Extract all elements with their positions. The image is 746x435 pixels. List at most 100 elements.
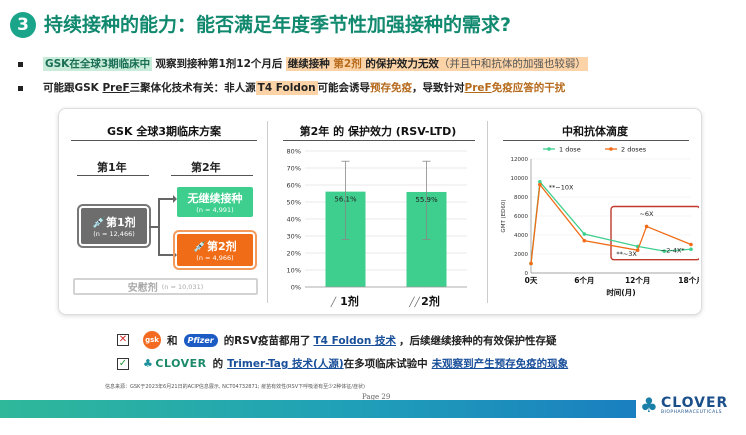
legend-label: 1 dose	[559, 146, 581, 154]
y-tick-label: 80%	[287, 148, 301, 156]
bullet-1: GSK在全球3期临床中 观察到接种第1剂12个月后 继续接种 第2剂 的保护效力…	[18, 56, 588, 71]
cross-checkbox-icon: ✕	[117, 334, 129, 346]
data-label: 56.1%	[334, 196, 357, 204]
section-number-badge: 3	[10, 12, 36, 38]
panel-3-title: 中和抗体滴度	[562, 125, 628, 138]
bullet-dot	[18, 61, 23, 67]
page-title: 持续接种的能力：能否满足年度季节性加强接种的需求?	[44, 14, 512, 36]
legend-label: 2 doses	[621, 146, 647, 154]
row-2-text-1: 在多项临床试验中	[343, 358, 428, 370]
dose-1-box: 💉第1剂 (n = 12,466)	[77, 204, 151, 248]
y-tick-label: 10%	[287, 267, 301, 275]
panel-divider	[487, 121, 488, 303]
clover-icon: ♣	[640, 393, 658, 417]
year-1-label: 第1年	[97, 161, 127, 174]
y-tick-label: 40%	[287, 216, 301, 224]
panel-3-rule	[503, 140, 689, 141]
dose-2-box: 💉第2剂 (n = 4,966)	[173, 230, 257, 270]
page-number: Page 29	[362, 393, 391, 401]
y-tick-label: 60%	[287, 182, 301, 190]
efficacy-bar-chart: 0% 10% 20% 30% 40% 50% 60% 70% 80% 56.1% 1剂╱ 55.9% 2…	[287, 148, 467, 308]
data-point	[662, 249, 667, 253]
bullet-1-end: 的保护效力无效	[365, 58, 439, 70]
and-text: 和	[167, 334, 178, 347]
clover-logo-text: CLOVER	[660, 394, 729, 411]
bullet-2-highlight: T4 Foldon	[255, 81, 318, 95]
bullet-2-text-e: ，导致针对	[412, 82, 465, 94]
data-point	[538, 182, 542, 187]
clover-inline-logo: ♣ CLOVER	[143, 357, 207, 370]
bullet-2-text-d: 预存免疫	[370, 82, 413, 94]
annotation-3x: **~3X	[616, 250, 637, 258]
footer-gradient-bar	[0, 400, 636, 418]
clover-logo-sub: BIOPHARMACEUTICALS	[660, 409, 723, 415]
gsk-logo: gsk	[143, 331, 161, 349]
no-continue-n: (n = 4,991)	[196, 206, 234, 214]
x-tick-label: 6个月	[574, 275, 594, 285]
legend-marker	[547, 147, 551, 151]
legend-marker	[609, 147, 613, 151]
x-tick-label: 0天	[525, 276, 538, 285]
placebo-n: (n = 10,031)	[161, 282, 204, 291]
figure-panel: GSK 全球3期临床方案 第1年 第2年 💉第1剂 (n = 12,466) 无…	[58, 108, 702, 315]
conclusion-row-1: ✕ gsk 和 Pfizer 的RSV疫苗都用了 T4 Foldon 技术 ，后…	[117, 331, 557, 349]
bullet-1-highlight: GSK在全球3期临床中	[43, 57, 153, 71]
row-1-text-2: ，后续继续接种的有效保护性存疑	[399, 334, 557, 347]
x-tick-label: 2剂	[421, 294, 440, 308]
y-tick-label: 8000	[514, 195, 528, 201]
bullet-2-text-c: 可能会诱导	[317, 82, 371, 94]
x-tick-label: 12个月	[625, 275, 650, 285]
placebo-label: 安慰剂	[127, 283, 158, 294]
data-point	[529, 261, 533, 266]
year-2-label: 第2年	[191, 161, 221, 174]
y-tick-label: 50%	[287, 199, 301, 207]
row-1-tech: T4 Foldon 技术	[313, 334, 397, 347]
syringe-icon: 💉	[193, 240, 208, 253]
row-2-tech: Trimer-Tag 技术(人源)	[227, 358, 344, 370]
bullet-2-text-g: 免疫应答的干扰	[491, 82, 566, 94]
panel-1-title: GSK 全球3期临床方案	[107, 125, 221, 138]
y-tick-label: 12000	[511, 157, 529, 163]
y-tick-label: 6000	[514, 214, 528, 220]
bullet-2-text-a: 可能跟GSK	[43, 82, 103, 94]
bullet-1-text: 观察到接种第1剂12个月后	[155, 58, 283, 70]
check-checkbox-icon: ✓	[117, 357, 129, 370]
data-point	[582, 232, 587, 236]
highlight-box	[610, 205, 699, 261]
bullet-1-paren: （并且中和抗体的加强也较弱）	[438, 58, 586, 70]
bullet-2-text-b: 三聚体化技术有关：非人源	[129, 82, 256, 94]
x-tick-label: 18个月	[678, 275, 699, 285]
bullet-1-highlight-2: 继续接种 第2剂 的保护效力无效（并且中和抗体的加强也较弱）	[285, 57, 588, 71]
dose-2-label: 第2剂	[207, 240, 237, 253]
data-point	[538, 180, 542, 184]
dose-2-n: (n = 4,966)	[196, 254, 234, 262]
data-point	[644, 224, 649, 229]
annotation-6x: ~6X	[639, 210, 654, 218]
dose-1-n: (n = 12,466)	[93, 230, 135, 238]
panel-2-title: 第2年 的 保护效力 (RSV-LTD)	[299, 125, 457, 138]
clover-inline-text: CLOVER	[155, 357, 207, 370]
bullet-2: 可能跟GSK PreF三聚体化技术有关：非人源 T4 Foldon 可能会诱导预存免…	[18, 80, 565, 95]
panel-1-rule	[71, 140, 257, 141]
y-tick-label: 10000	[511, 176, 529, 182]
series-line-2	[530, 183, 692, 264]
placebo-box: 安慰剂 (n = 10,031)	[73, 278, 258, 295]
dose-1-label: 第1剂	[106, 216, 136, 229]
annotation-10x: **~10X	[549, 183, 574, 191]
y-tick-label: 30%	[287, 233, 301, 241]
x-tick-label: 1剂	[340, 294, 359, 308]
antibody-line-chart: 0 2000 4000 6000 8000 10000 12000 GMT (ED60) 0天 6…	[501, 146, 699, 297]
bullet-dot	[18, 85, 23, 91]
bullet-1-continue: 继续接种	[287, 58, 330, 70]
data-point	[635, 248, 640, 252]
y-axis-label: GMT (ED60)	[501, 199, 507, 232]
annotation-2-4x: ~2-4X*	[661, 247, 686, 255]
y-tick-label: 20%	[287, 250, 301, 258]
no-continue-label: 无继续接种	[187, 192, 243, 205]
clover-logo: ♣ CLOVER BIOPHARMACEUTICALS	[640, 393, 728, 417]
data-label: 55.9%	[415, 196, 438, 204]
x-axis-label: 时间(月)	[606, 287, 635, 297]
y-tick-label: 0	[525, 271, 529, 277]
bullet-2-pref: PreF	[102, 82, 130, 94]
syringe-icon: 💉	[92, 216, 107, 229]
